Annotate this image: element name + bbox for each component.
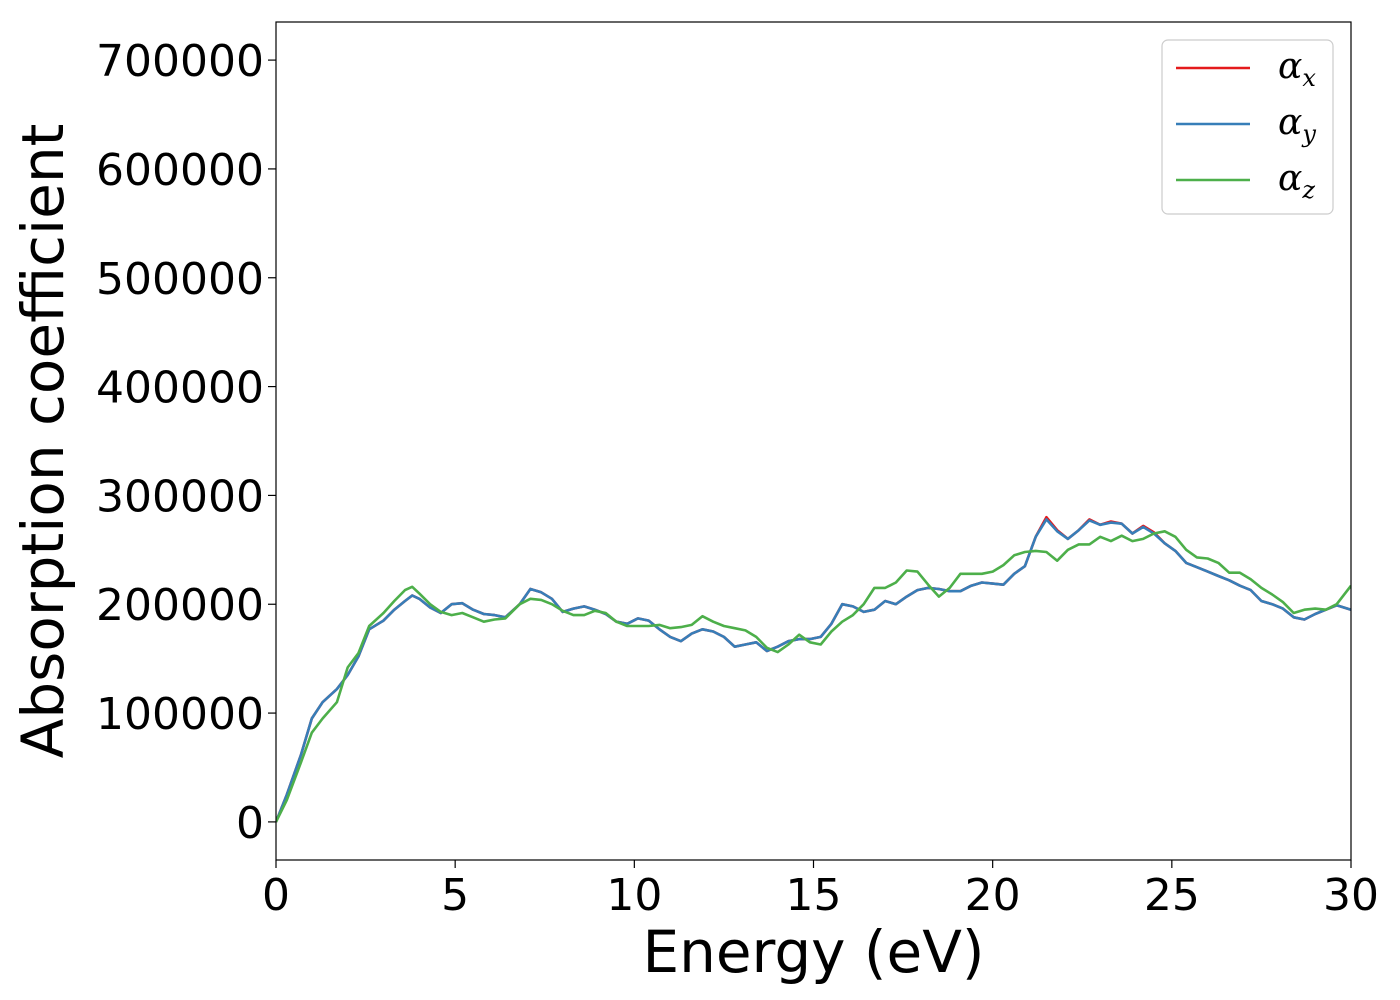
x-tick-label: 20 xyxy=(965,870,1021,921)
series-line-z xyxy=(276,530,1351,823)
x-tick-label: 25 xyxy=(1144,870,1200,921)
x-tick-label: 5 xyxy=(441,870,469,921)
y-tick-label: 300000 xyxy=(96,471,264,522)
x-tick-label: 10 xyxy=(606,870,662,921)
y-tick-label: 600000 xyxy=(96,145,264,196)
y-tick-label: 0 xyxy=(236,798,264,849)
legend-box xyxy=(1161,39,1334,215)
y-axis-label: Absorption coefficient xyxy=(9,124,77,759)
x-tick-label: 0 xyxy=(262,870,290,921)
x-axis: 0 5 10 15 20 25 30 xyxy=(262,860,1379,921)
y-tick-label: 400000 xyxy=(96,363,264,414)
y-tick-label: 100000 xyxy=(96,689,264,740)
y-tick-label: 500000 xyxy=(96,254,264,305)
legend: αx αy αz xyxy=(1161,39,1334,215)
legend-label-x: αx xyxy=(1278,46,1316,92)
legend-label-y: αy xyxy=(1278,102,1316,148)
y-tick-label: 200000 xyxy=(96,580,264,631)
y-tick-label: 700000 xyxy=(96,36,264,87)
x-tick-label: 30 xyxy=(1323,870,1379,921)
y-axis: 0 100000 200000 300000 400000 500000 600000 700… xyxy=(96,36,276,849)
x-tick-label: 15 xyxy=(786,870,842,921)
series-layer xyxy=(276,515,1351,823)
legend-label-z: αz xyxy=(1278,158,1315,204)
series-line-x xyxy=(276,515,1351,823)
series-line-y xyxy=(276,518,1351,823)
x-axis-label: Energy (eV) xyxy=(642,918,984,986)
